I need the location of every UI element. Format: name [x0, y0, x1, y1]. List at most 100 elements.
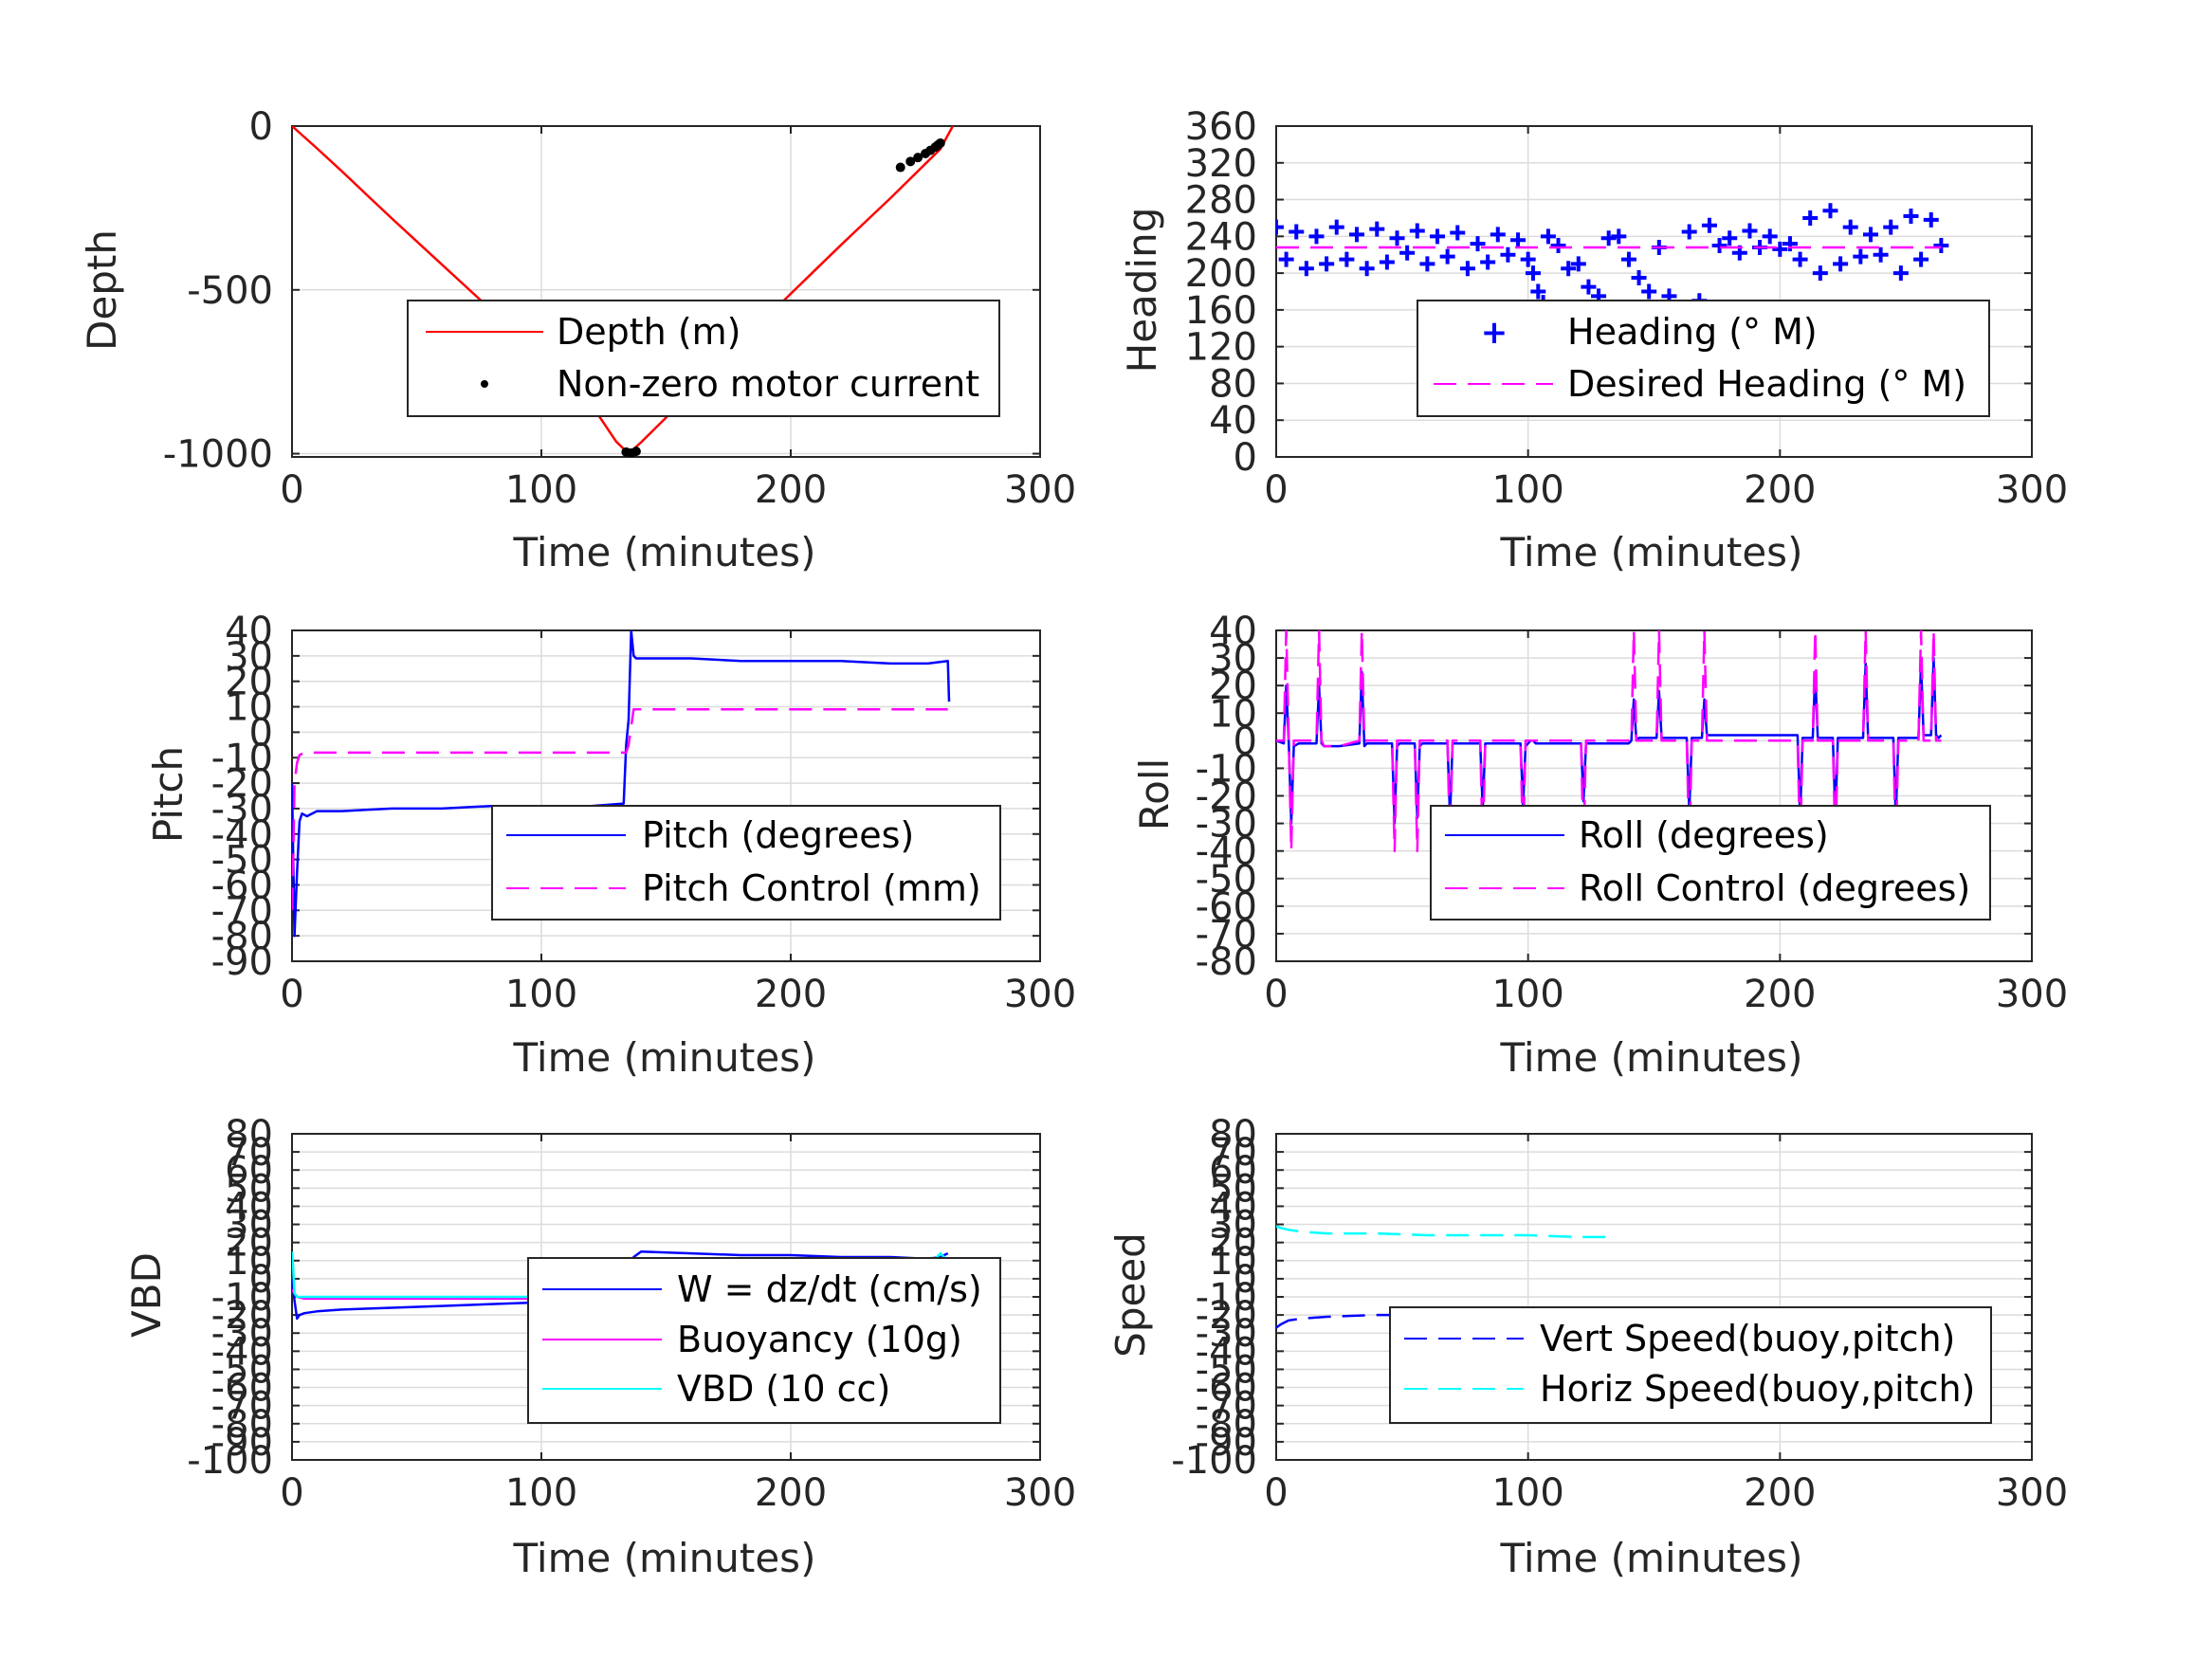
roll-legend-label-roll: Roll (degrees)	[1579, 814, 1829, 856]
heading-series-0-point-29	[1540, 228, 1556, 245]
heading-series-0-point-27	[1530, 283, 1546, 300]
heading-ytick-label-5: 200	[1185, 252, 1257, 296]
heading-series-0-point-1	[1278, 251, 1294, 267]
pitch-legend-label-pitch: Pitch (degrees)	[642, 814, 914, 856]
heading-chart-panel: Heading Time (minutes) 0 100 200 300 0408012…	[1119, 105, 2068, 575]
speed-ytick-label-17: 70	[1209, 1131, 1257, 1175]
pitch-ytick-label-4: -50	[211, 839, 273, 883]
speed-xtick-label-0: 0	[1264, 1471, 1288, 1515]
pitch-chart-panel: Pitch Time (minutes) 0 100 200 300-90-80-70…	[145, 610, 1076, 1081]
heading-series-0-point-14	[1409, 223, 1425, 239]
roll-series-1-line	[1276, 630, 1942, 852]
speed-legend-label-vert: Vert Speed(buoy,pitch)	[1540, 1318, 1955, 1359]
heading-series-0-point-55	[1782, 236, 1798, 252]
depth-series-1-point-2	[631, 447, 641, 457]
heading-series-0-point-21	[1480, 254, 1496, 270]
heading-legend-plus-swatch: +	[1481, 314, 1508, 352]
vbd-xtick-label-3: 300	[1004, 1471, 1076, 1515]
roll-ylabel: Roll	[1131, 758, 1178, 830]
vbd-ytick-label-1: -90	[211, 1421, 273, 1465]
heading-series-0-point-22	[1490, 227, 1506, 243]
heading-ytick-label-1: 40	[1209, 399, 1257, 443]
depth-ylabel: Depth	[79, 229, 125, 351]
heading-series-0-point-69	[1923, 211, 1939, 228]
heading-series-0-point-70	[1933, 238, 1949, 254]
depth-series-1-point-3	[895, 162, 905, 173]
vbd-legend: W = dz/dt (cm/s) Buoyancy (10g) VBD (10 …	[527, 1257, 1001, 1424]
heading-series-0-point-7	[1339, 251, 1355, 267]
speed-ytick-label-13: 30	[1209, 1204, 1257, 1248]
pitch-legend-box	[491, 805, 1001, 921]
speed-series-0-line	[1276, 1311, 1617, 1329]
depth-chart-panel: Depth Time (minutes) 0 100 200 300 0 -500 -100…	[79, 105, 1076, 575]
heading-legend-label-heading: Heading (° M)	[1567, 311, 1818, 353]
roll-ytick-label-6: -20	[1196, 775, 1257, 819]
vbd-ytick-label-9: -10	[211, 1276, 273, 1320]
depth-legend: Depth (m) Non-zero motor current	[407, 300, 1000, 417]
depth-ytick-label-2: -1000	[163, 433, 273, 477]
roll-plot-area	[1276, 630, 1943, 852]
heading-series-0-point-68	[1913, 251, 1929, 267]
pitch-ytick-label-13: 40	[225, 610, 273, 653]
vbd-ytick-label-2: -80	[211, 1403, 273, 1447]
vbd-xtick-label-2: 200	[755, 1471, 827, 1515]
heading-series-0-point-8	[1349, 227, 1365, 243]
speed-ytick-label-15: 50	[1209, 1167, 1257, 1211]
speed-ytick-label-9: -10	[1196, 1276, 1257, 1320]
vbd-ytick-label-18: 80	[225, 1113, 273, 1157]
heading-series-0-point-48	[1711, 238, 1728, 254]
roll-ytick-label-10: 20	[1209, 665, 1257, 708]
heading-series-0-point-66	[1892, 265, 1909, 282]
pitch-xtick-label-3: 300	[1004, 973, 1076, 1016]
depth-xtick-label-1: 100	[505, 468, 577, 512]
roll-ytick-label-3: -50	[1196, 858, 1257, 902]
depth-legend-label-motor-current: Non-zero motor current	[557, 363, 979, 405]
heading-legend: + Heading (° M) Desired Heading (° M)	[1417, 300, 1990, 417]
speed-plot-area	[1276, 1225, 1617, 1329]
speed-ytick-label-7: -30	[1196, 1312, 1257, 1356]
heading-ylabel: Heading	[1119, 208, 1165, 374]
heading-series-0-point-49	[1722, 230, 1738, 246]
speed-ytick-label-8: -20	[1196, 1294, 1257, 1338]
vbd-legend-label-buoyancy: Buoyancy (10g)	[677, 1319, 962, 1360]
vbd-ytick-label-4: -60	[211, 1367, 273, 1411]
pitch-plot-area	[292, 630, 951, 938]
heading-series-0-point-63	[1862, 227, 1878, 243]
heading-ytick-label-3: 120	[1185, 326, 1257, 370]
heading-series-0-point-32	[1570, 256, 1586, 272]
pitch-ytick-label-12: 30	[225, 635, 273, 679]
heading-series-0-point-65	[1883, 219, 1899, 235]
speed-ytick-label-6: -40	[1196, 1330, 1257, 1374]
heading-series-0-point-24	[1510, 232, 1526, 248]
speed-ytick-label-1: -90	[1196, 1421, 1257, 1465]
speed-ytick-label-12: 20	[1209, 1222, 1257, 1266]
roll-ytick-label-4: -40	[1196, 830, 1257, 874]
roll-ytick-label-12: 40	[1209, 610, 1257, 653]
heading-legend-label-desired: Desired Heading (° M)	[1567, 363, 1966, 405]
heading-series-0-point-54	[1772, 241, 1788, 257]
depth-ytick-label-0: 0	[249, 105, 273, 149]
depth-legend-box	[407, 300, 1000, 417]
heading-ytick-label-2: 80	[1209, 362, 1257, 406]
heading-series-0-point-31	[1561, 261, 1577, 277]
heading-ytick-label-9: 360	[1185, 105, 1257, 149]
heading-series-0-point-15	[1419, 256, 1435, 272]
heading-series-0-point-57	[1802, 210, 1819, 226]
depth-plot-area	[292, 126, 954, 457]
speed-xtick-label-1: 100	[1491, 1471, 1563, 1515]
vbd-ytick-label-8: -20	[211, 1294, 273, 1338]
heading-series-0-point-17	[1439, 248, 1455, 264]
heading-series-0-point-44	[1681, 224, 1697, 240]
roll-ytick-label-2: -60	[1196, 885, 1257, 929]
heading-series-0-point-59	[1822, 203, 1838, 219]
vbd-ytick-label-17: 70	[225, 1131, 273, 1175]
heading-xtick-label-3: 300	[1996, 468, 2068, 512]
roll-ytick-label-5: -30	[1196, 803, 1257, 847]
vbd-ytick-label-10: 0	[249, 1258, 273, 1302]
heading-series-0-point-18	[1450, 225, 1466, 241]
vbd-ytick-label-16: 60	[225, 1149, 273, 1193]
speed-ytick-label-16: 60	[1209, 1149, 1257, 1193]
roll-legend-label-control: Roll Control (degrees)	[1579, 867, 1970, 909]
heading-series-0-point-20	[1470, 236, 1486, 252]
speed-series-1-line	[1276, 1225, 1617, 1239]
